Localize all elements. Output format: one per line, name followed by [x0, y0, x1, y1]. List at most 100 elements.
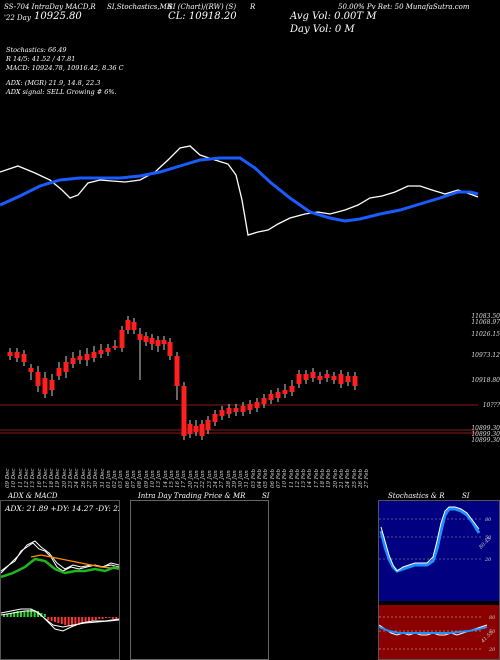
- adx-macd-panel: ADX: 21.89 +DY: 14.27 -DY: 22.27: [0, 500, 120, 660]
- macd-hist-positive: [54, 617, 56, 622]
- candle-body: [35, 372, 41, 386]
- adx-title: ADX & MACD: [8, 492, 58, 500]
- macd-hist-negative: [30, 609, 33, 617]
- macd-hist-positive: [101, 617, 104, 619]
- adx-macd-chart: [1, 540, 119, 632]
- macd-hist-positive: [108, 617, 111, 618]
- candle-body: [174, 356, 180, 386]
- macd-hist-negative: [26, 610, 29, 617]
- candle-body: [42, 378, 48, 394]
- candle-body: [98, 350, 104, 354]
- x-axis-label: 24 Dec: [74, 468, 81, 489]
- candle-body: [254, 402, 260, 408]
- adx-values: ADX: 21.89 +DY: 14.27 -DY: 22.27: [5, 504, 119, 513]
- candle-body: [226, 408, 232, 414]
- candle-body: [125, 320, 131, 330]
- intraday-title: Intra Day Trading Price & MR: [138, 492, 246, 500]
- x-axis-label: 10 Dec: [11, 468, 18, 489]
- rsi-level-label: 20: [488, 647, 496, 653]
- candle-body: [240, 406, 246, 412]
- candle-body: [155, 340, 161, 346]
- stoch-title: Stochastics & R: [388, 492, 445, 500]
- price-line: [0, 145, 479, 236]
- candle-body: [77, 356, 83, 360]
- x-axis-label: 26 Dec: [80, 468, 87, 489]
- candle-body: [247, 404, 253, 410]
- candle-body: [119, 330, 125, 348]
- stoch-si: SI: [462, 492, 470, 500]
- x-axis-label: 13 Dec: [30, 468, 37, 489]
- x-axis-label: 24 Feb: [345, 468, 352, 488]
- macd-hist-positive: [64, 617, 67, 625]
- macd-hist-positive: [98, 617, 101, 619]
- candle-body: [338, 374, 344, 384]
- x-axis-label: 10 Feb: [282, 468, 289, 488]
- macd-hist-positive: [84, 617, 87, 623]
- candle-body: [275, 392, 281, 398]
- candle-body: [105, 348, 111, 352]
- price-label: 10899.30: [471, 431, 500, 438]
- candle-body: [70, 358, 76, 364]
- candle-body: [219, 410, 225, 416]
- x-axis-label: 15 Jan: [168, 470, 175, 488]
- candle-body: [212, 414, 218, 422]
- stat-line: R 14/5: 41.52 / 47.81: [6, 55, 76, 63]
- x-axis-label: 20 Jan: [187, 470, 194, 488]
- price-label: 10973.12: [471, 352, 500, 359]
- candle-body: [193, 426, 199, 432]
- candle-body: [352, 376, 358, 386]
- x-axis-label: 06 Feb: [269, 468, 276, 488]
- candle-body: [187, 424, 193, 434]
- x-axis-label: 19 Feb: [326, 468, 333, 488]
- candle-body: [149, 338, 155, 344]
- candle-body: [261, 398, 267, 404]
- x-axis-label: 22 Jan: [200, 470, 207, 488]
- candle-body: [28, 368, 34, 372]
- candle-body: [331, 376, 337, 380]
- x-axis-label: 17 Dec: [42, 468, 49, 489]
- macd-hist-positive: [50, 617, 53, 621]
- candle-body: [268, 394, 274, 400]
- candle-body: [324, 374, 330, 378]
- stat-line: ADX: (MGR) 21.9, 14.8, 22.3: [6, 79, 101, 87]
- price-label: 10899.30: [471, 437, 500, 444]
- macd-hist-positive: [105, 617, 107, 618]
- macd-hist-positive: [111, 617, 114, 619]
- x-axis-label: 30 Dec: [93, 468, 100, 489]
- candle-body: [310, 372, 316, 378]
- header-title: SI (Chart)/(RW) (S): [168, 3, 237, 11]
- x-axis-label: 11 Feb: [288, 468, 295, 488]
- main-chart: [0, 145, 479, 440]
- x-axis-label: 31 Dec: [99, 468, 106, 489]
- price-label: 11083.50: [471, 313, 500, 320]
- macd-hist-negative: [43, 614, 46, 617]
- header-mid: SI,Stochastics,MR: [107, 3, 173, 11]
- candle-body: [56, 368, 62, 376]
- candle-body: [131, 322, 137, 330]
- macd-hist-positive: [115, 617, 118, 619]
- header-left: SS-704 IntraDay MACD,R: [4, 3, 96, 11]
- macd-hist-positive: [47, 617, 50, 620]
- macd-signal-line: [1, 610, 119, 628]
- macd-hist-positive: [74, 617, 77, 626]
- rsi-level-label: 50: [489, 629, 496, 635]
- candle-body: [161, 340, 167, 344]
- macd-hist-negative: [37, 611, 39, 617]
- candle-body: [233, 408, 239, 412]
- macd-hist-positive: [81, 617, 84, 624]
- avg-volume: Avg Vol: 0.00T M: [290, 11, 377, 22]
- minus-di-line: [30, 554, 119, 570]
- macd-hist-negative: [9, 613, 12, 617]
- macd-hist-positive: [71, 617, 73, 627]
- x-axis-label: 05 Feb: [263, 468, 270, 488]
- candle-body: [21, 354, 27, 362]
- candle-body: [112, 346, 118, 348]
- candle-body: [137, 334, 143, 340]
- x-axis-label: 03 Feb: [250, 468, 257, 488]
- candle-body: [143, 336, 149, 342]
- x-axis-label: 17 Jan: [181, 470, 188, 488]
- x-axis-label: 01 Jan: [105, 470, 112, 488]
- stats-block: Stochastics: 66.49 R 14/5: 41.52 / 47.81…: [6, 46, 124, 97]
- candle-body: [84, 354, 90, 360]
